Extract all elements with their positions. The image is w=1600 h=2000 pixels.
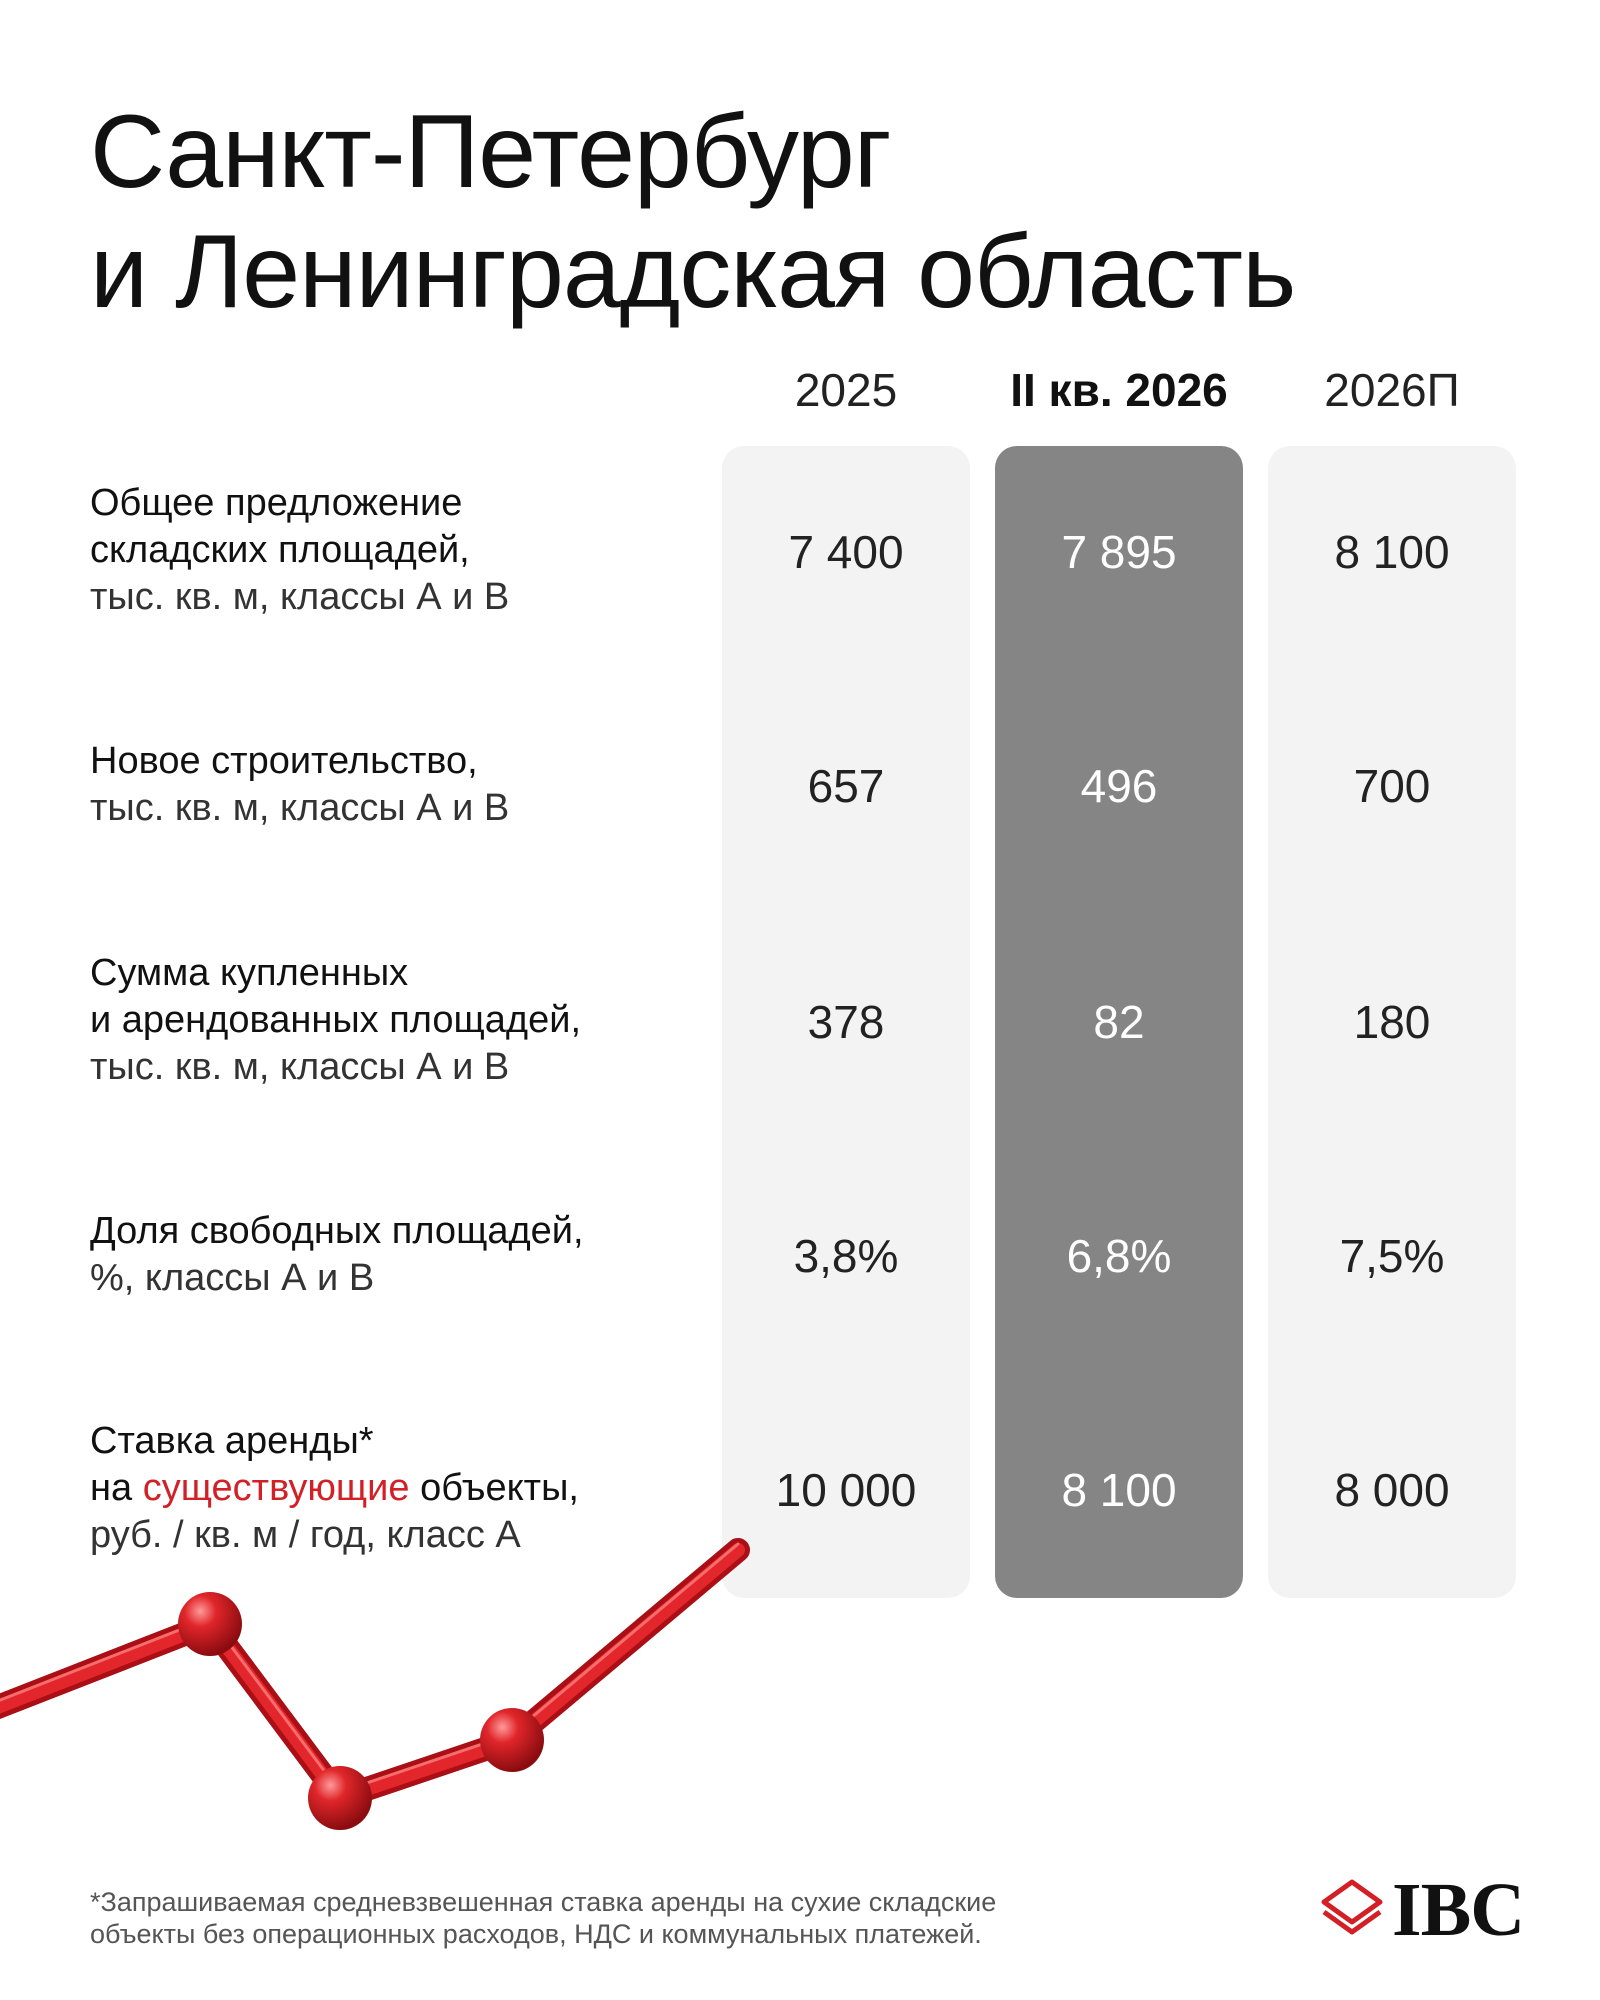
row-label-vacancy: Доля свободных площадей, %, классы А и В: [90, 1208, 584, 1302]
decorative-trend-line: [0, 1538, 750, 1830]
row-label-line: складских площадей,: [90, 529, 470, 571]
page-title-line-2: и Ленинградская область: [90, 214, 1296, 330]
row-label-rental-rate: Ставка аренды* на существующие объекты, …: [90, 1418, 579, 1559]
cell-absorption-2025: 378: [807, 996, 885, 1048]
footnote-line: *Запрашиваемая средневзвешенная ставка а…: [90, 1887, 997, 1917]
ibc-logo: IBC: [1318, 1868, 1525, 1952]
cell-total-supply-2026-forecast: 8 100: [1334, 526, 1450, 578]
page-title: Санкт-Петербург и Ленинградская область: [90, 92, 1296, 332]
row-label-line: Сумма купленных: [90, 952, 409, 994]
cell-new-construction-2025: 657: [807, 760, 885, 812]
footnote: *Запрашиваемая средневзвешенная ставка а…: [90, 1886, 1190, 1950]
column-panel-q2-2026: [995, 446, 1243, 1598]
cell-total-supply-2025: 7 400: [788, 526, 904, 578]
cell-total-supply-q2-2026: 7 895: [1061, 526, 1177, 578]
cell-absorption-q2-2026: 82: [1093, 996, 1145, 1048]
row-label-total-supply: Общее предложение складских площадей, ты…: [90, 480, 509, 621]
trend-point: [480, 1708, 544, 1772]
cell-new-construction-2026-forecast: 700: [1353, 760, 1431, 812]
row-unit: %, классы А и В: [90, 1257, 375, 1299]
row-label-line: Новое строительство,: [90, 740, 478, 782]
row-unit: тыс. кв. м, классы А и В: [90, 787, 510, 829]
ibc-stacked-layers-icon: [1321, 1879, 1383, 1935]
row-label-accent-word: существующие: [142, 1467, 410, 1509]
cell-rental-rate-2026-forecast: 8 000: [1334, 1464, 1450, 1516]
cell-rental-rate-2025: 10 000: [775, 1464, 917, 1516]
cell-absorption-2026-forecast: 180: [1353, 996, 1431, 1048]
row-label-suffix: объекты,: [409, 1467, 579, 1509]
row-unit: руб. / кв. м / год, класс А: [90, 1514, 521, 1556]
column-header-2026-forecast: 2026П: [1324, 364, 1460, 416]
row-label-new-construction: Новое строительство, тыс. кв. м, классы …: [90, 738, 509, 832]
cell-vacancy-2025: 3,8%: [793, 1230, 899, 1282]
row-unit: тыс. кв. м, классы А и В: [90, 1046, 510, 1088]
row-label-prefix: на: [90, 1467, 143, 1509]
column-panel-2026-forecast: [1268, 446, 1516, 1598]
cell-vacancy-q2-2026: 6,8%: [1066, 1230, 1172, 1282]
cell-new-construction-q2-2026: 496: [1080, 760, 1158, 812]
page-title-line-1: Санкт-Петербург: [90, 94, 892, 210]
row-label-line: на существующие объекты,: [90, 1465, 579, 1512]
trend-point: [308, 1766, 372, 1830]
row-unit: тыс. кв. м, классы А и В: [90, 576, 510, 618]
row-label-line: Доля свободных площадей,: [90, 1210, 584, 1252]
ibc-logo-text: IBC: [1392, 1868, 1525, 1952]
row-label-absorption: Сумма купленных и арендованных площадей,…: [90, 950, 581, 1091]
trend-point: [178, 1592, 242, 1656]
cell-vacancy-2026-forecast: 7,5%: [1339, 1230, 1445, 1282]
footnote-line: объекты без операционных расходов, НДС и…: [90, 1919, 982, 1949]
row-label-line: и арендованных площадей,: [90, 999, 582, 1041]
column-header-q2-2026: II кв. 2026: [1010, 364, 1228, 416]
row-label-line: Ставка аренды*: [90, 1420, 374, 1462]
cell-rental-rate-q2-2026: 8 100: [1061, 1464, 1177, 1516]
column-panel-2025: [722, 446, 970, 1598]
column-header-2025: 2025: [794, 364, 898, 416]
row-label-line: Общее предложение: [90, 482, 463, 524]
